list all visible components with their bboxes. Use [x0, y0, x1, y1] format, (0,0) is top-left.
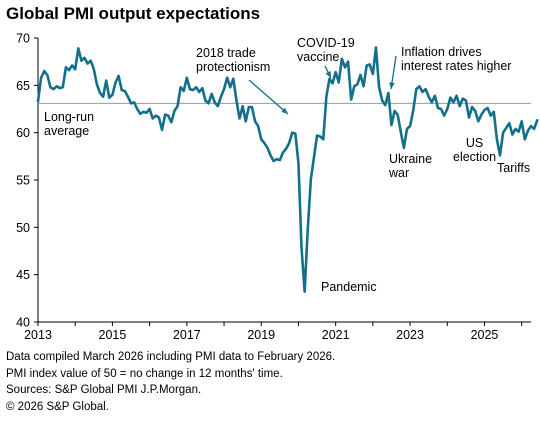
y-axis-ticks: 40 45 50 55 60 65 70 — [16, 32, 38, 330]
annotation-text-line: vaccine — [297, 50, 340, 64]
annotation-tariffs: Tariffs — [497, 161, 530, 175]
annotation-line: COVID-19 vaccine — [297, 36, 355, 64]
annotation-line: US election — [453, 136, 496, 164]
annotation-ukraine-war: Ukraine war — [389, 152, 432, 180]
x-tick-label: 2015 — [99, 328, 127, 342]
series-line-0 — [36, 46, 539, 294]
y-tick-label: 45 — [16, 268, 30, 282]
trade-protectionism-arrow-head — [281, 107, 288, 114]
annotation-text-line: protectionism — [196, 60, 271, 74]
annotation-line: Pandemic — [321, 280, 377, 294]
annotation-text-line: US — [465, 136, 484, 150]
annotation-pandemic: Pandemic — [321, 280, 377, 294]
footer-note-index: PMI index value of 50 = no change in 12 … — [6, 367, 283, 380]
annotation-arrows — [248, 55, 397, 115]
y-tick-label: 40 — [16, 316, 30, 330]
annotation-line: Inflation drives interest rates higher — [401, 45, 511, 73]
annotation-text-line: Ukraine — [389, 152, 433, 166]
annotation-line: 2018 trade protectionism — [196, 46, 270, 74]
annotation-text-line: election — [453, 150, 497, 164]
annotation-text-line: 2018 trade — [196, 46, 256, 60]
annotation-us-election: US election — [453, 136, 496, 164]
x-tick-label: 2013 — [24, 328, 52, 342]
x-axis-ticks: 2013 2015 2017 2019 2021 2023 2025 — [24, 322, 523, 342]
x-tick-label: 2017 — [173, 328, 201, 342]
x-tick-label: 2025 — [471, 328, 499, 342]
chart-axes — [37, 38, 531, 323]
annotation-line: Long-run average — [44, 110, 94, 138]
annotation-text-line: Pandemic — [321, 280, 377, 294]
annotation-text-line: Long-run — [44, 110, 95, 124]
y-tick-label: 65 — [16, 79, 30, 93]
annotation-line: Ukraine war — [389, 152, 432, 180]
annotation-trade-protectionism: 2018 trade protectionism — [196, 46, 270, 74]
annotation-inflation: Inflation drives interest rates higher — [401, 45, 511, 73]
annotation-text-line: war — [389, 166, 410, 180]
x-tick-label: 2019 — [247, 328, 275, 342]
footer-note-compiled: Data compiled March 2026 including PMI d… — [6, 351, 336, 363]
annotation-text-line: interest rates higher — [401, 59, 512, 73]
annotation-text-line: Inflation drives — [401, 45, 482, 59]
y-tick-label: 60 — [16, 126, 30, 140]
x-tick-label: 2023 — [396, 328, 424, 342]
chart-title: Global PMI output expectations — [6, 4, 261, 23]
annotation-line: Tariffs — [497, 161, 530, 175]
footer-copyright: © 2026 S&P Global. — [6, 400, 109, 413]
y-tick-label: 50 — [16, 221, 30, 235]
y-tick-label: 70 — [16, 32, 30, 46]
trade-protectionism-arrow — [248, 79, 289, 115]
series-group — [36, 46, 539, 294]
y-tick-label: 55 — [16, 174, 30, 188]
footer-sources: Sources: S&P Global PMI J.P.Morgan. — [6, 384, 202, 396]
annotation-covid-vaccine: COVID-19 vaccine — [297, 36, 355, 64]
annotation-long-run-average: Long-run average — [44, 110, 94, 138]
annotation-text-line: Tariffs — [497, 161, 531, 175]
annotation-text-line: average — [44, 124, 90, 138]
annotation-text-line: COVID-19 — [297, 36, 355, 50]
inflation-arrow-head — [389, 82, 395, 89]
chart-footer: Data compiled March 2026 including PMI d… — [6, 349, 335, 415]
x-tick-label: 2021 — [322, 328, 350, 342]
covid-vaccine-arrow-head — [325, 71, 331, 78]
